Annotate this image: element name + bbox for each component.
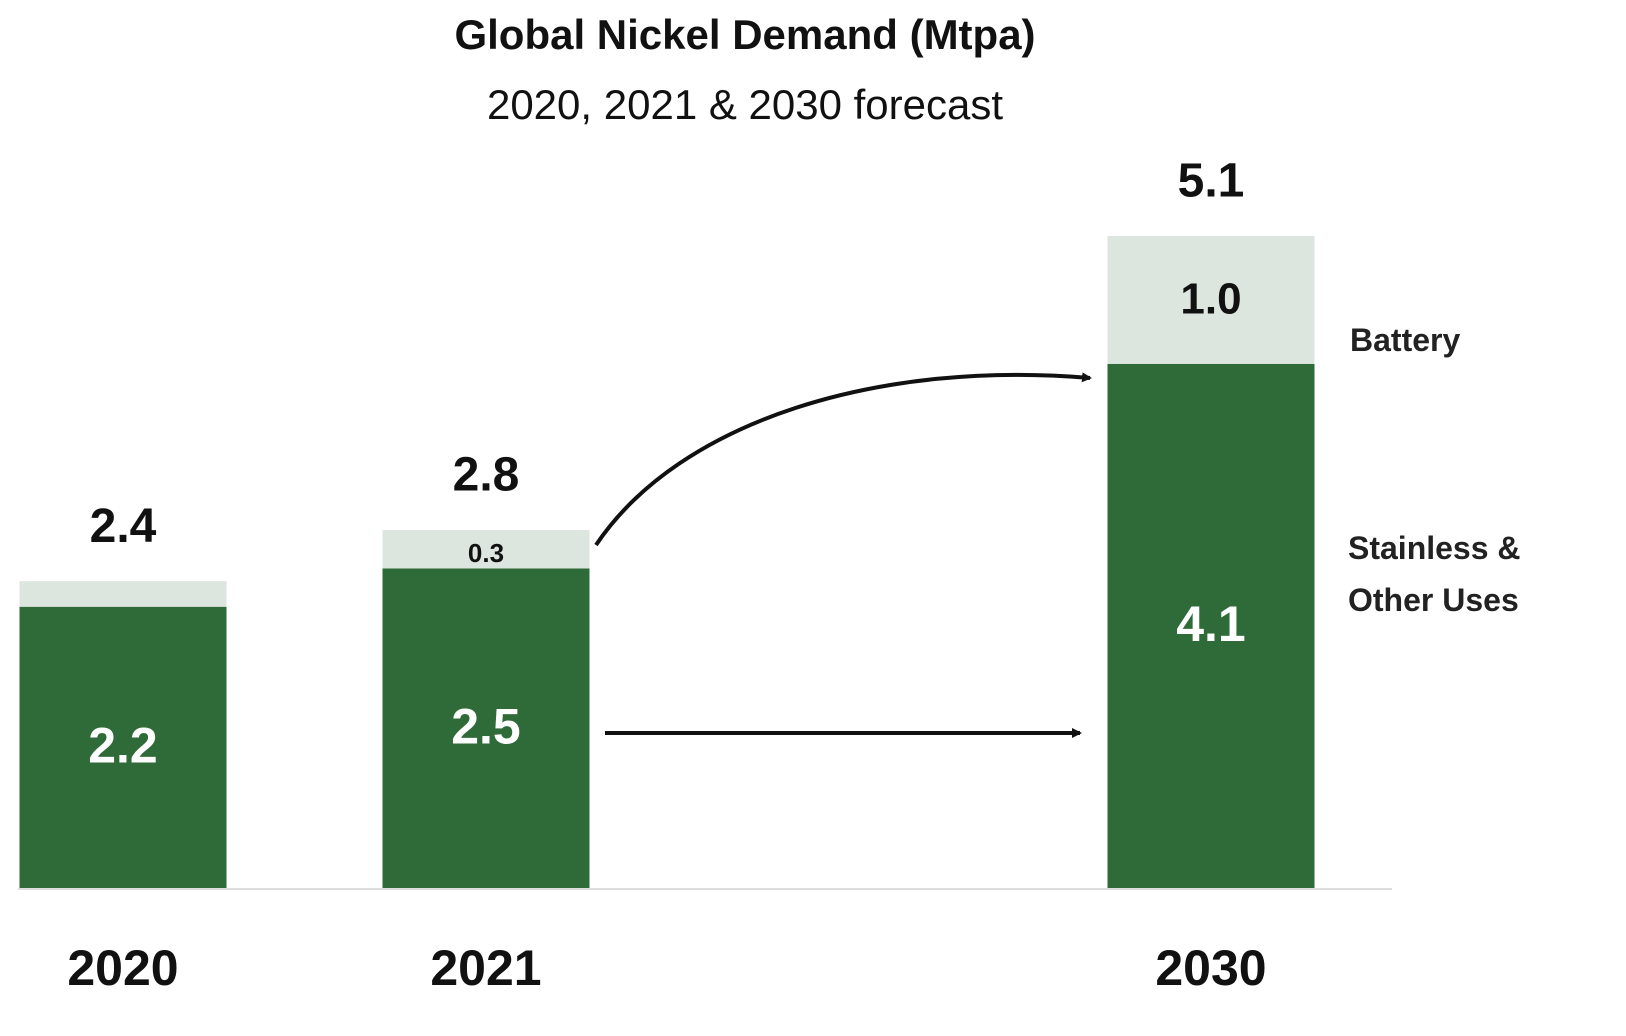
bar-segment <box>19 606 227 888</box>
value-label: 2.2 <box>88 718 158 774</box>
value-label: 2.5 <box>451 698 521 754</box>
bar-segment <box>1107 236 1315 364</box>
arrow <box>594 372 1092 547</box>
x-tick-label: 2030 <box>1155 940 1266 996</box>
value-label: 4.1 <box>1176 596 1246 652</box>
value-label: 0.3 <box>468 538 504 568</box>
total-label: 2.8 <box>453 449 520 502</box>
bar-segment <box>382 530 590 569</box>
legend-battery: Battery <box>1350 322 1461 358</box>
value-label: 1.0 <box>1180 275 1241 324</box>
total-label: 5.1 <box>1178 155 1245 208</box>
x-tick-label: 2020 <box>67 940 178 996</box>
chart-subtitle: 2020, 2021 & 2030 forecast <box>487 81 1003 128</box>
bar-segment <box>19 581 227 607</box>
bar-segment <box>1107 363 1315 888</box>
bar-segment <box>382 568 590 888</box>
legend-stainless: Stainless & Other Uses <box>1348 530 1521 618</box>
chart-title: Global Nickel Demand (Mtpa) <box>454 11 1035 58</box>
total-label: 2.4 <box>90 500 157 553</box>
x-tick-label: 2021 <box>430 940 541 996</box>
